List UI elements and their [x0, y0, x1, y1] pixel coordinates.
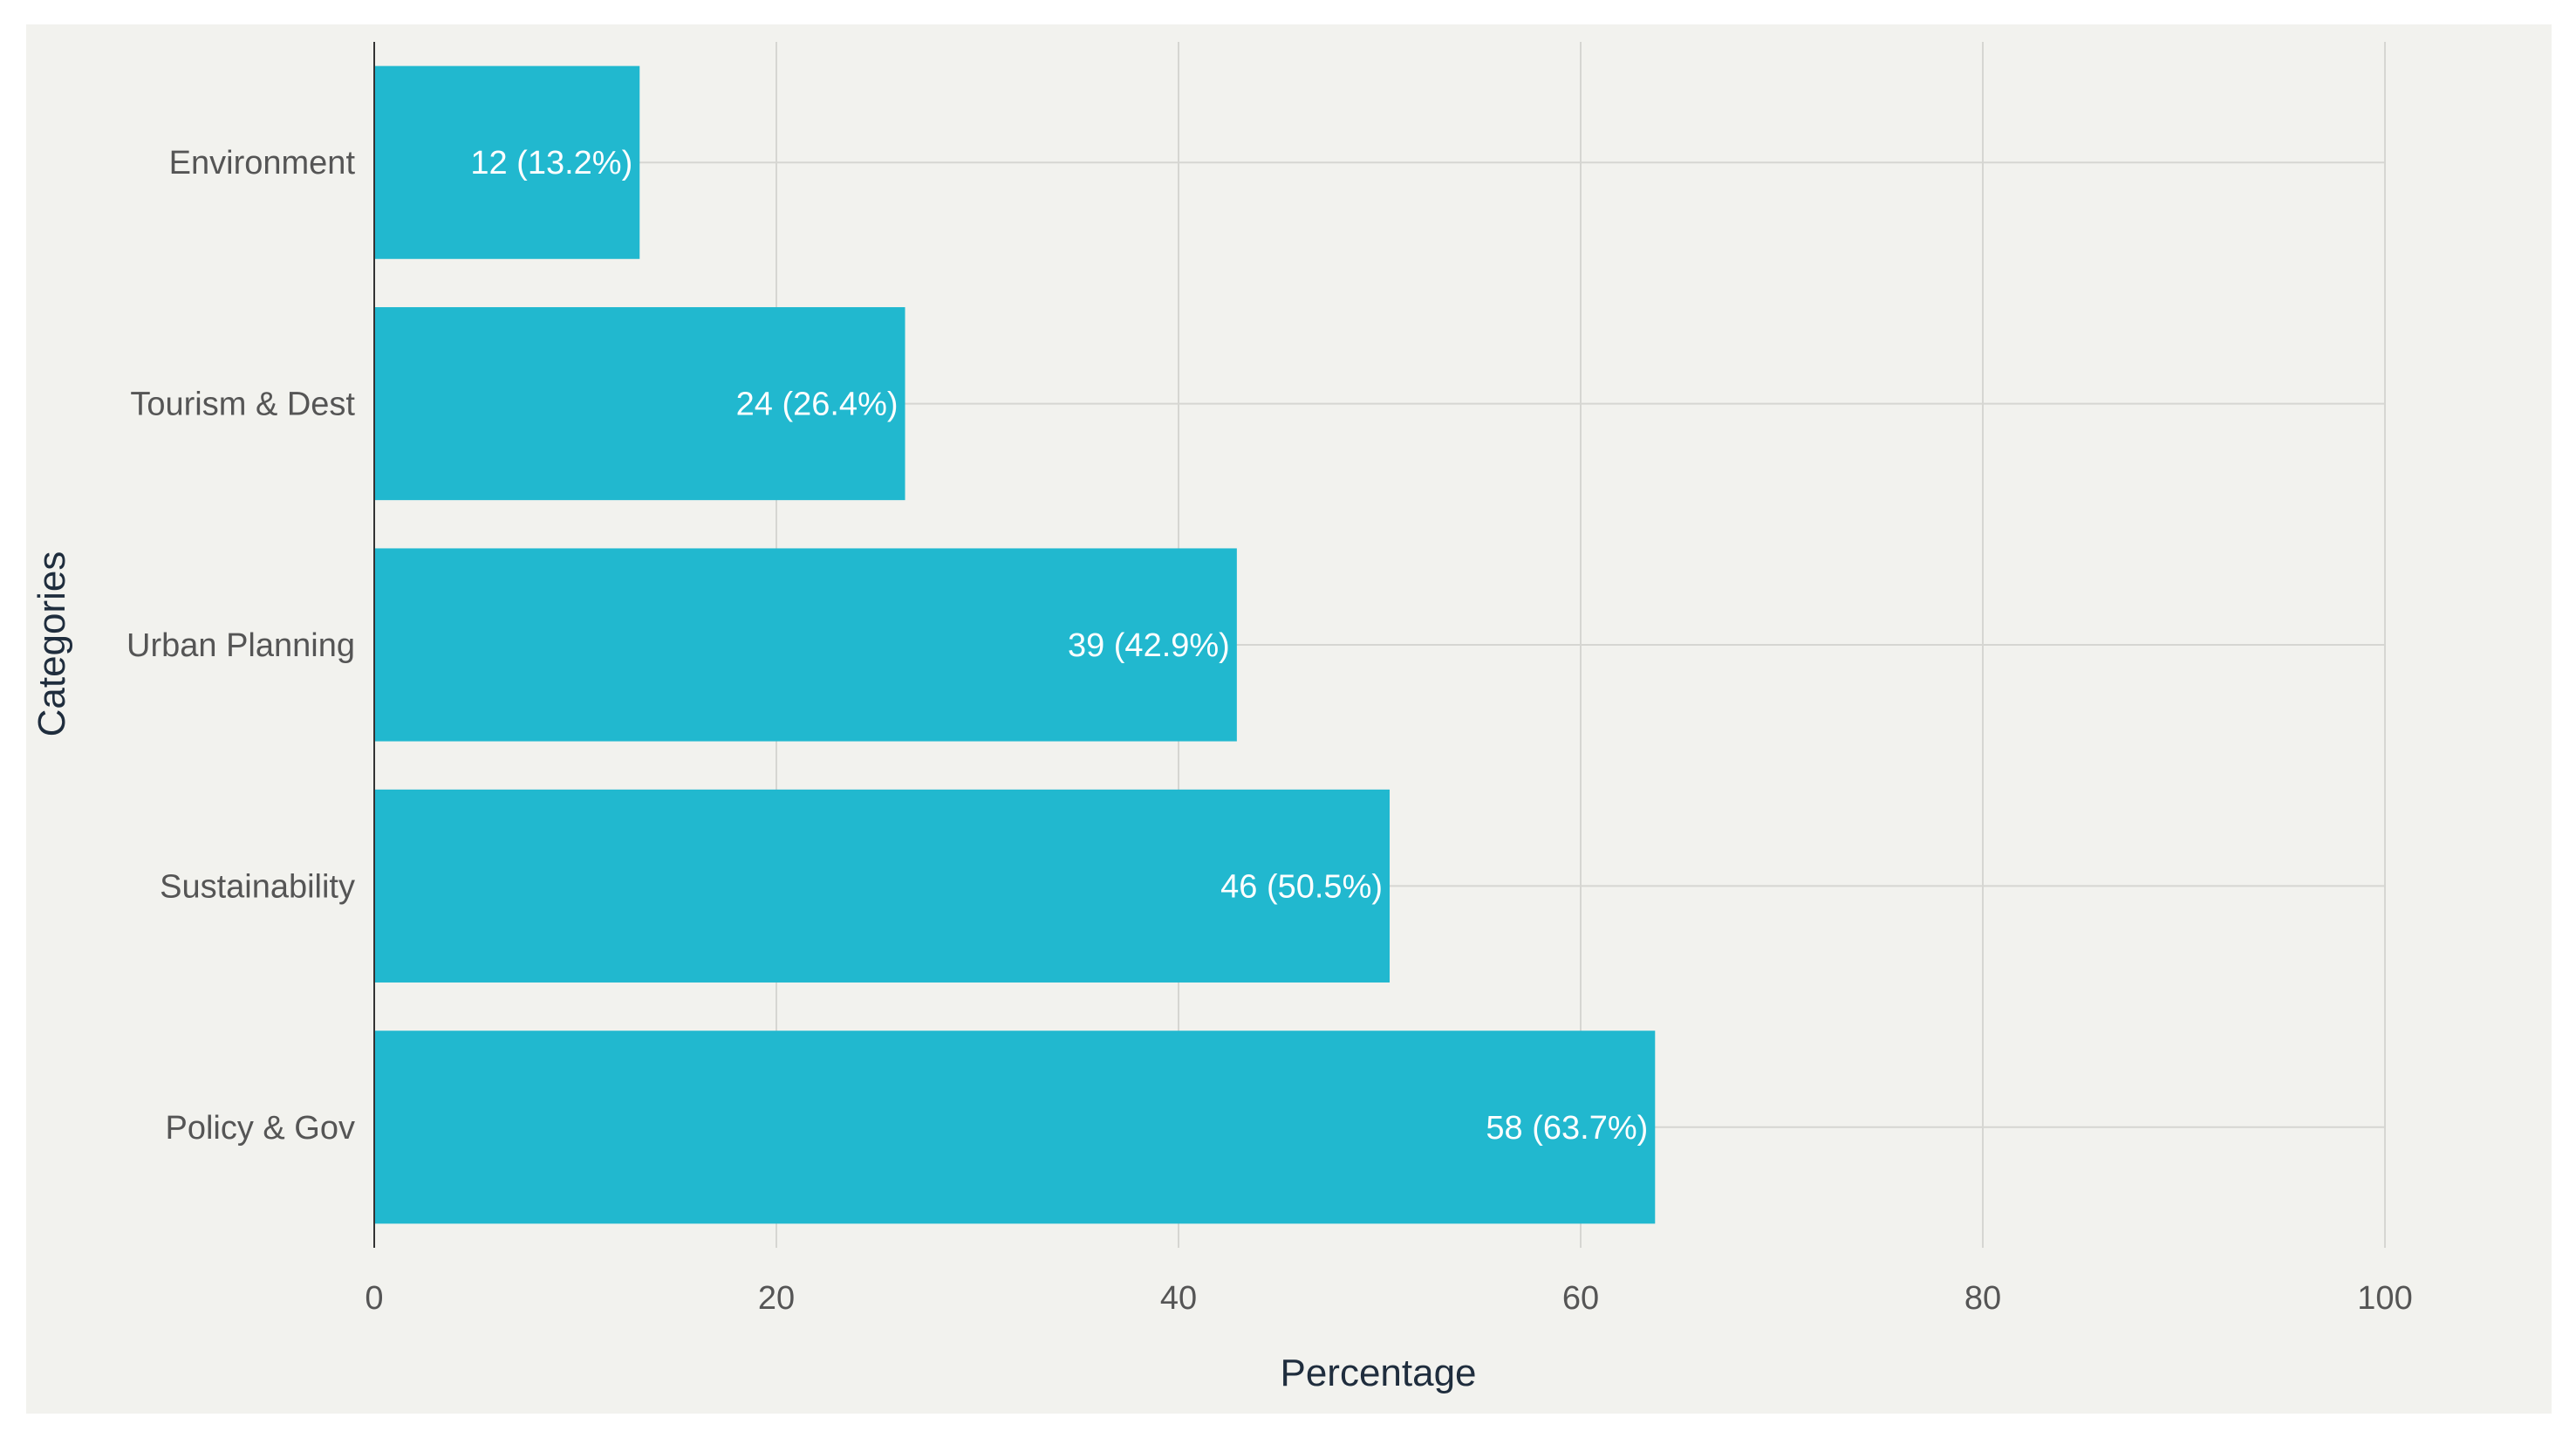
bar-data-label: 24 (26.4%): [736, 387, 899, 423]
x-tick-label: 0: [365, 1280, 383, 1317]
bar-data-label: 58 (63.7%): [1486, 1110, 1648, 1147]
bar-data-label: 39 (42.9%): [1068, 627, 1230, 664]
y-axis-title: Categories: [31, 551, 73, 737]
bar: [374, 1031, 1656, 1224]
x-tick-label: 40: [1160, 1280, 1197, 1317]
category-label: Urban Planning: [126, 627, 355, 664]
bar: [374, 789, 1390, 983]
x-tick-label: 60: [1562, 1280, 1599, 1317]
labels-layer: 0 20 40 60 80 100 Environment 12 (13.2%) Tourism…: [126, 145, 2413, 1317]
category-label: Policy & Gov: [165, 1110, 355, 1147]
bar-data-label: 46 (50.5%): [1220, 868, 1383, 905]
category-label: Sustainability: [160, 868, 355, 905]
bar: [374, 307, 905, 501]
category-label: Environment: [169, 145, 356, 181]
bar-data-label: 12 (13.2%): [470, 145, 632, 181]
bars-layer: [374, 65, 1656, 1224]
bar: [374, 548, 1237, 742]
x-axis-title: Percentage: [1280, 1352, 1476, 1394]
x-tick-label: 80: [1964, 1280, 2001, 1317]
category-label: Tourism & Dest: [130, 387, 355, 423]
x-tick-label: 100: [2357, 1280, 2412, 1317]
x-tick-label: 20: [758, 1280, 795, 1317]
bar: [374, 65, 640, 259]
